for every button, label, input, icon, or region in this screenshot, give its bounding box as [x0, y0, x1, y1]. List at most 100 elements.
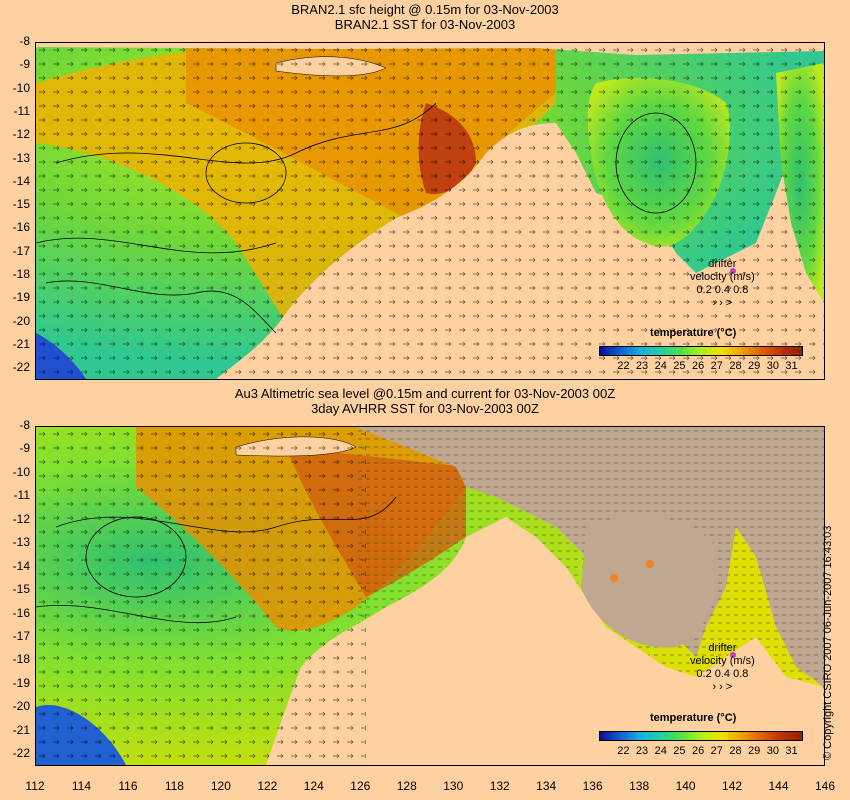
bottom-drifter-legend: drifter velocity (m/s) 0.2 0.4 0.8 › › > — [690, 642, 755, 694]
bottom-lat-tick: -20 — [12, 699, 30, 714]
velocity-scale: 0.2 0.4 0.8 — [696, 284, 749, 296]
height-contour — [55, 102, 437, 164]
height-contour — [615, 112, 697, 214]
top-lat-tick: -8 — [19, 34, 30, 48]
lon-tick: 144 — [768, 779, 789, 793]
bottom-map-svg — [36, 427, 824, 765]
bottom-title-line1: Au3 Altimetric sea level @0.15m and curr… — [234, 386, 616, 401]
lon-tick: 126 — [350, 779, 371, 793]
colorbar-tick: 31 — [785, 360, 798, 372]
bottom-lat-tick: -16 — [12, 605, 30, 620]
height-contour — [85, 516, 187, 598]
colorbar-tick: 24 — [654, 745, 667, 757]
current-vectors — [36, 43, 824, 379]
top-lat-tick: -19 — [12, 290, 30, 305]
top-lat-tick: -16 — [12, 220, 30, 235]
top-lat-tick: -11 — [13, 103, 30, 118]
colorbar-tick: 28 — [729, 360, 742, 372]
bottom-legend-title: temperature (°C) — [650, 712, 737, 724]
bottom-lat-tick: -10 — [12, 464, 30, 479]
top-lat-tick: -13 — [12, 150, 30, 165]
colorbar-tick: 27 — [710, 745, 723, 757]
bottom-lat-tick: -21 — [12, 722, 30, 737]
bottom-lat-tick: -8 — [19, 418, 30, 432]
current-vectors — [36, 427, 366, 765]
top-lat-tick: -15 — [12, 197, 30, 212]
lon-tick: 128 — [396, 779, 417, 793]
bottom-lat-tick: -14 — [12, 558, 30, 573]
drifter-dot — [610, 574, 618, 582]
velocity-scale: 0.2 0.4 0.8 — [696, 668, 749, 680]
drifter-marker — [730, 652, 736, 658]
height-contour — [205, 142, 287, 204]
lon-tick: 116 — [118, 779, 138, 793]
lon-tick: 130 — [443, 779, 464, 793]
velocity-label: velocity (m/s) — [690, 655, 755, 667]
gulf-carpentaria-masked — [581, 516, 719, 648]
top-lat-tick: -20 — [12, 313, 30, 328]
bottom-lat-tick: -15 — [12, 582, 30, 597]
top-lat-tick: -22 — [12, 360, 30, 375]
top-colorbar-ticks: 22 23 24 25 26 27 28 29 30 31 — [614, 360, 801, 372]
top-drifter-legend: drifter velocity (m/s) 0.2 0.4 0.8 › › > — [690, 258, 755, 310]
colorbar-tick: 26 — [691, 360, 705, 372]
colorbar-tick: 30 — [766, 745, 779, 757]
height-contour — [36, 237, 277, 254]
lon-tick: 142 — [722, 779, 743, 793]
lon-tick: 134 — [536, 779, 557, 793]
colorbar-tick: 30 — [766, 360, 779, 372]
top-lat-tick: -14 — [12, 173, 30, 188]
bottom-lat-tick: -22 — [12, 746, 30, 761]
top-lat-tick: -17 — [12, 243, 30, 258]
colorbar-tick: 26 — [691, 745, 705, 757]
lon-tick: 138 — [629, 779, 650, 793]
lon-tick: 114 — [71, 779, 92, 793]
lon-tick: 136 — [582, 779, 603, 793]
velocity-arrows: › › > — [712, 681, 733, 693]
top-map-svg — [36, 43, 824, 379]
lon-tick: 112 — [25, 779, 45, 793]
bottom-lat-tick: -9 — [19, 441, 30, 456]
height-contour — [55, 496, 397, 533]
lon-tick: 124 — [303, 779, 324, 793]
top-lat-tick: -12 — [12, 127, 30, 142]
colorbar-tick: 22 — [617, 360, 630, 372]
bottom-lat-tick: -17 — [12, 629, 30, 644]
colorbar-tick: 29 — [748, 745, 761, 757]
bottom-lat-tick: -12 — [12, 511, 30, 526]
bottom-lat-tick: -11 — [13, 488, 30, 503]
drifter-marker — [730, 268, 736, 274]
colorbar-tick: 24 — [654, 360, 667, 372]
australia-landmass — [266, 517, 824, 765]
drifter-label: drifter — [708, 642, 737, 654]
top-map-panel — [35, 42, 825, 380]
top-lat-tick: -18 — [12, 267, 30, 282]
top-title-line2: BRAN2.1 SST for 03-Nov-2003 — [334, 17, 516, 32]
colorbar-tick: 27 — [710, 360, 723, 372]
colorbar-tick: 23 — [635, 745, 649, 757]
bottom-lat-tick: -19 — [12, 675, 30, 690]
velocity-label: velocity (m/s) — [690, 271, 755, 283]
drifter-label: drifter — [708, 258, 737, 270]
height-contour — [36, 605, 237, 624]
colorbar-tick: 25 — [673, 360, 686, 372]
colorbar-tick: 28 — [729, 745, 742, 757]
top-title-line1: BRAN2.1 sfc height @ 0.15m for 03-Nov-20… — [291, 2, 559, 17]
copyright-text: © Copyright CSIRO 2007 06-Jun-2007 16:43… — [822, 525, 834, 760]
colorbar-tick: 22 — [617, 745, 630, 757]
lon-tick: 132 — [489, 779, 510, 793]
bottom-lat-tick: -18 — [12, 652, 30, 667]
top-lat-tick: -10 — [12, 80, 30, 95]
lon-tick: 140 — [675, 779, 696, 793]
lon-tick: 120 — [210, 779, 231, 793]
bottom-title-line2: 3day AVHRR SST for 03-Nov-2003 00Z — [311, 401, 539, 416]
lon-tick: 146 — [814, 779, 836, 793]
velocity-arrows: › › > — [712, 297, 733, 309]
bottom-map-panel — [35, 426, 825, 766]
top-colorbar — [599, 346, 803, 356]
top-legend-title: temperature (°C) — [650, 327, 737, 339]
lon-tick: 122 — [257, 779, 278, 793]
drifter-dot — [646, 560, 654, 568]
colorbar-tick: 23 — [635, 360, 649, 372]
height-contour — [45, 280, 277, 334]
